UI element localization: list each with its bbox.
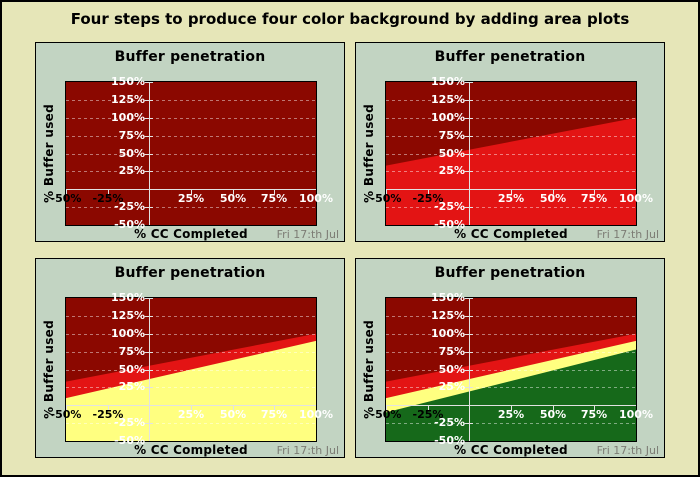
x-tick-label: 50% [539,408,567,421]
chart-panel-step-2: Buffer penetration % Buffer used 150% 125% 1… [355,42,665,242]
plot-area [65,81,317,226]
x-tick-label: 75% [260,408,288,421]
chart-footer: Fri 17:th Jul [276,228,339,241]
x-tick-label: 100% [619,408,653,421]
x-tick-label: 75% [260,192,288,205]
y-tick-label: -25% [434,416,465,429]
x-tick-label: 75% [580,192,608,205]
y-tick-label: 50% [118,363,145,376]
x-tick-label: 50% [219,192,247,205]
x-tick-label: -50% [50,192,82,205]
x-tick-label: 25% [177,408,205,421]
y-tick-label: 25% [118,164,145,177]
y-tick-label: 150% [111,291,145,304]
chart-panel-step-1: Buffer penetration % Buffer used 150% 125% 1… [35,42,345,242]
plot-area [65,297,317,442]
x-axis-title: % CC Completed [454,443,568,457]
y-tick-label: 100% [111,111,145,124]
x-tick-label: 25% [497,192,525,205]
x-tick-label: -50% [370,192,402,205]
y-tick-label: 100% [111,327,145,340]
y-tick-label: -50% [114,434,145,447]
y-tick-label: -50% [114,218,145,231]
x-axis-title: % CC Completed [454,227,568,241]
x-tick-label: -50% [370,408,402,421]
chart-panel-step-3: Buffer penetration % Buffer used 150% 125% 1… [35,258,345,458]
y-tick-label: -25% [434,200,465,213]
area-green-zone [386,349,636,441]
x-tick-label: -25% [412,192,444,205]
plot-area [385,81,637,226]
chart-title: Buffer penetration [114,49,266,65]
chart-footer: Fri 17:th Jul [276,444,339,457]
y-tick-label: -25% [114,416,145,429]
x-tick-label: 50% [539,192,567,205]
x-tick-label: 75% [580,408,608,421]
y-tick-label: 125% [111,93,145,106]
x-tick-label: 100% [299,192,333,205]
y-tick-label: 100% [431,111,465,124]
plot-area [385,297,637,442]
y-tick-label: 50% [118,147,145,160]
y-axis-title-text: % Buffer used [42,320,56,419]
x-tick-label: -25% [92,408,124,421]
y-tick-label: 125% [431,309,465,322]
y-tick-label: 75% [118,345,145,358]
y-tick-label: 75% [438,345,465,358]
chart-footer: Fri 17:th Jul [596,444,659,457]
y-tick-label: 125% [431,93,465,106]
chart-title: Buffer penetration [434,49,586,65]
y-tick-label: 25% [438,164,465,177]
x-tick-label: 50% [219,408,247,421]
y-tick-label: 50% [438,363,465,376]
y-tick-label: 25% [118,380,145,393]
y-tick-label: 50% [438,147,465,160]
y-tick-label: 125% [111,309,145,322]
y-axis-title-text: % Buffer used [42,104,56,203]
y-tick-label: -25% [114,200,145,213]
y-axis-title-text: % Buffer used [362,320,376,419]
chart-canvas [386,298,636,441]
chart-canvas [66,82,316,225]
y-tick-label: 150% [111,75,145,88]
x-tick-label: 100% [619,192,653,205]
x-axis-title: % CC Completed [134,443,248,457]
y-tick-label: 150% [431,75,465,88]
x-tick-label: -25% [92,192,124,205]
y-tick-label: 75% [118,129,145,142]
chart-title: Buffer penetration [434,265,586,281]
chart-canvas [66,298,316,441]
x-tick-label: -50% [50,408,82,421]
chart-footer: Fri 17:th Jul [596,228,659,241]
x-tick-label: 100% [299,408,333,421]
x-tick-label: -25% [412,408,444,421]
y-axis-title-text: % Buffer used [362,104,376,203]
y-tick-label: 25% [438,380,465,393]
y-tick-label: 75% [438,129,465,142]
chart-canvas [386,82,636,225]
x-tick-label: 25% [177,192,205,205]
x-axis-title: % CC Completed [134,227,248,241]
area-red-zone [386,117,636,225]
chart-panel-step-4: Buffer penetration % Buffer used 150% 125% 1… [355,258,665,458]
y-tick-label: 100% [431,327,465,340]
y-tick-label: -50% [434,434,465,447]
y-tick-label: -50% [434,218,465,231]
x-tick-label: 25% [497,408,525,421]
area-yellow-zone [66,340,316,441]
y-tick-label: 150% [431,291,465,304]
page-title: Four steps to produce four color backgro… [70,10,630,28]
chart-title: Buffer penetration [114,265,266,281]
